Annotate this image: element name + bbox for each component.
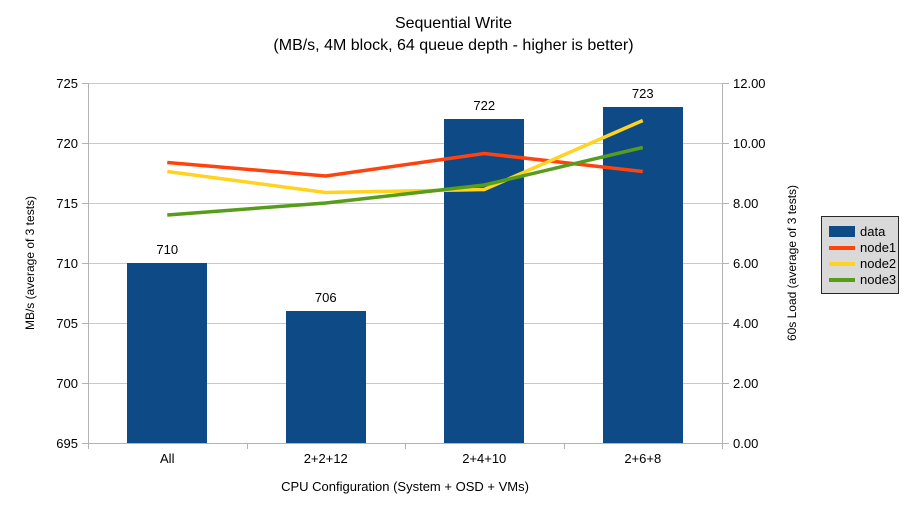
bar-value-label: 710	[156, 242, 179, 257]
y-tick-label-left: 695	[56, 436, 78, 451]
y-tick-label-left: 725	[56, 76, 78, 91]
line-node3	[167, 145, 644, 217]
y-tick-label-right: 8.00	[733, 196, 759, 211]
gridline	[88, 263, 722, 264]
legend-item-node3: node3	[829, 272, 896, 287]
y-tick-left	[82, 203, 88, 204]
line-series-layer	[167, 118, 644, 217]
line-node2	[167, 118, 644, 195]
legend-swatch-data	[829, 226, 855, 237]
bar-All	[127, 263, 208, 443]
x-tick	[722, 444, 723, 449]
x-category-label: 2+2+12	[303, 451, 348, 466]
y-tick-right	[723, 383, 729, 384]
y-tick-label-left: 705	[56, 316, 78, 331]
y-tick-label-right: 0.00	[733, 436, 759, 451]
y-tick-left	[82, 323, 88, 324]
y-tick-label-right: 12.00	[733, 76, 766, 91]
x-category-label: All	[160, 451, 175, 466]
x-category-label: 2+4+10	[462, 451, 507, 466]
y-axis-title-left: MB/s (average of 3 tests)	[23, 195, 37, 331]
y-tick-left	[82, 143, 88, 144]
bar-2+2+12	[285, 311, 366, 443]
legend-label: node2	[860, 255, 897, 271]
y-tick-right	[723, 203, 729, 204]
y-tick-right	[723, 323, 729, 324]
bar-value-label: 723	[631, 86, 654, 101]
y-tick-label-right: 2.00	[733, 376, 759, 391]
x-tick	[564, 444, 565, 449]
y-tick-label-right: 10.00	[733, 136, 766, 151]
gridline	[88, 383, 722, 384]
gridline	[88, 143, 722, 144]
y-tick-right	[723, 443, 729, 444]
y-tick-left	[82, 263, 88, 264]
y-tick-label-right: 4.00	[733, 316, 759, 331]
gridline	[88, 83, 722, 84]
y-tick-label-left: 700	[56, 376, 78, 391]
y-tick-right	[723, 83, 729, 84]
legend-swatch-node2	[829, 261, 855, 266]
legend-swatch-node3	[829, 277, 855, 282]
y-tick-label-left: 715	[56, 196, 78, 211]
y-tick-right	[723, 143, 729, 144]
y-axis-title-right: 60s Load (average of 3 tests)	[785, 184, 799, 342]
y-tick-right	[723, 263, 729, 264]
legend-item-data: data	[829, 224, 892, 239]
y-tick-left	[82, 443, 88, 444]
bar-value-label: 706	[314, 290, 337, 305]
legend: data node1 node2 node3	[821, 216, 899, 294]
legend-label: node3	[860, 271, 897, 287]
y-tick-left	[82, 383, 88, 384]
x-category-label: 2+6+8	[624, 451, 662, 466]
line-node1	[167, 151, 643, 178]
y-tick-label-right: 6.00	[733, 256, 759, 271]
y-tick-label-left: 710	[56, 256, 78, 271]
bar-2+4+10	[444, 119, 525, 443]
gridline	[88, 203, 722, 204]
x-tick	[247, 444, 248, 449]
legend-item-node1: node1	[829, 240, 896, 255]
y-tick-label-left: 720	[56, 136, 78, 151]
y-axis-line-left	[88, 83, 89, 443]
legend-label: data	[860, 223, 886, 239]
chart-title: Sequential Write	[394, 15, 513, 32]
x-tick	[405, 444, 406, 449]
x-tick	[88, 444, 89, 449]
y-tick-left	[82, 83, 88, 84]
legend-item-node2: node2	[829, 256, 896, 271]
y-axis-line-right	[722, 83, 723, 443]
bar-2+6+8	[602, 107, 683, 443]
legend-swatch-node1	[829, 245, 855, 250]
x-axis-title: CPU Configuration (System + OSD + VMs)	[281, 479, 529, 494]
gridline	[88, 323, 722, 324]
legend-label: node1	[860, 239, 897, 255]
bar-value-label: 722	[473, 98, 496, 113]
chart-subtitle: (MB/s, 4M block, 64 queue depth - higher…	[273, 37, 634, 54]
x-axis-line	[88, 443, 723, 444]
